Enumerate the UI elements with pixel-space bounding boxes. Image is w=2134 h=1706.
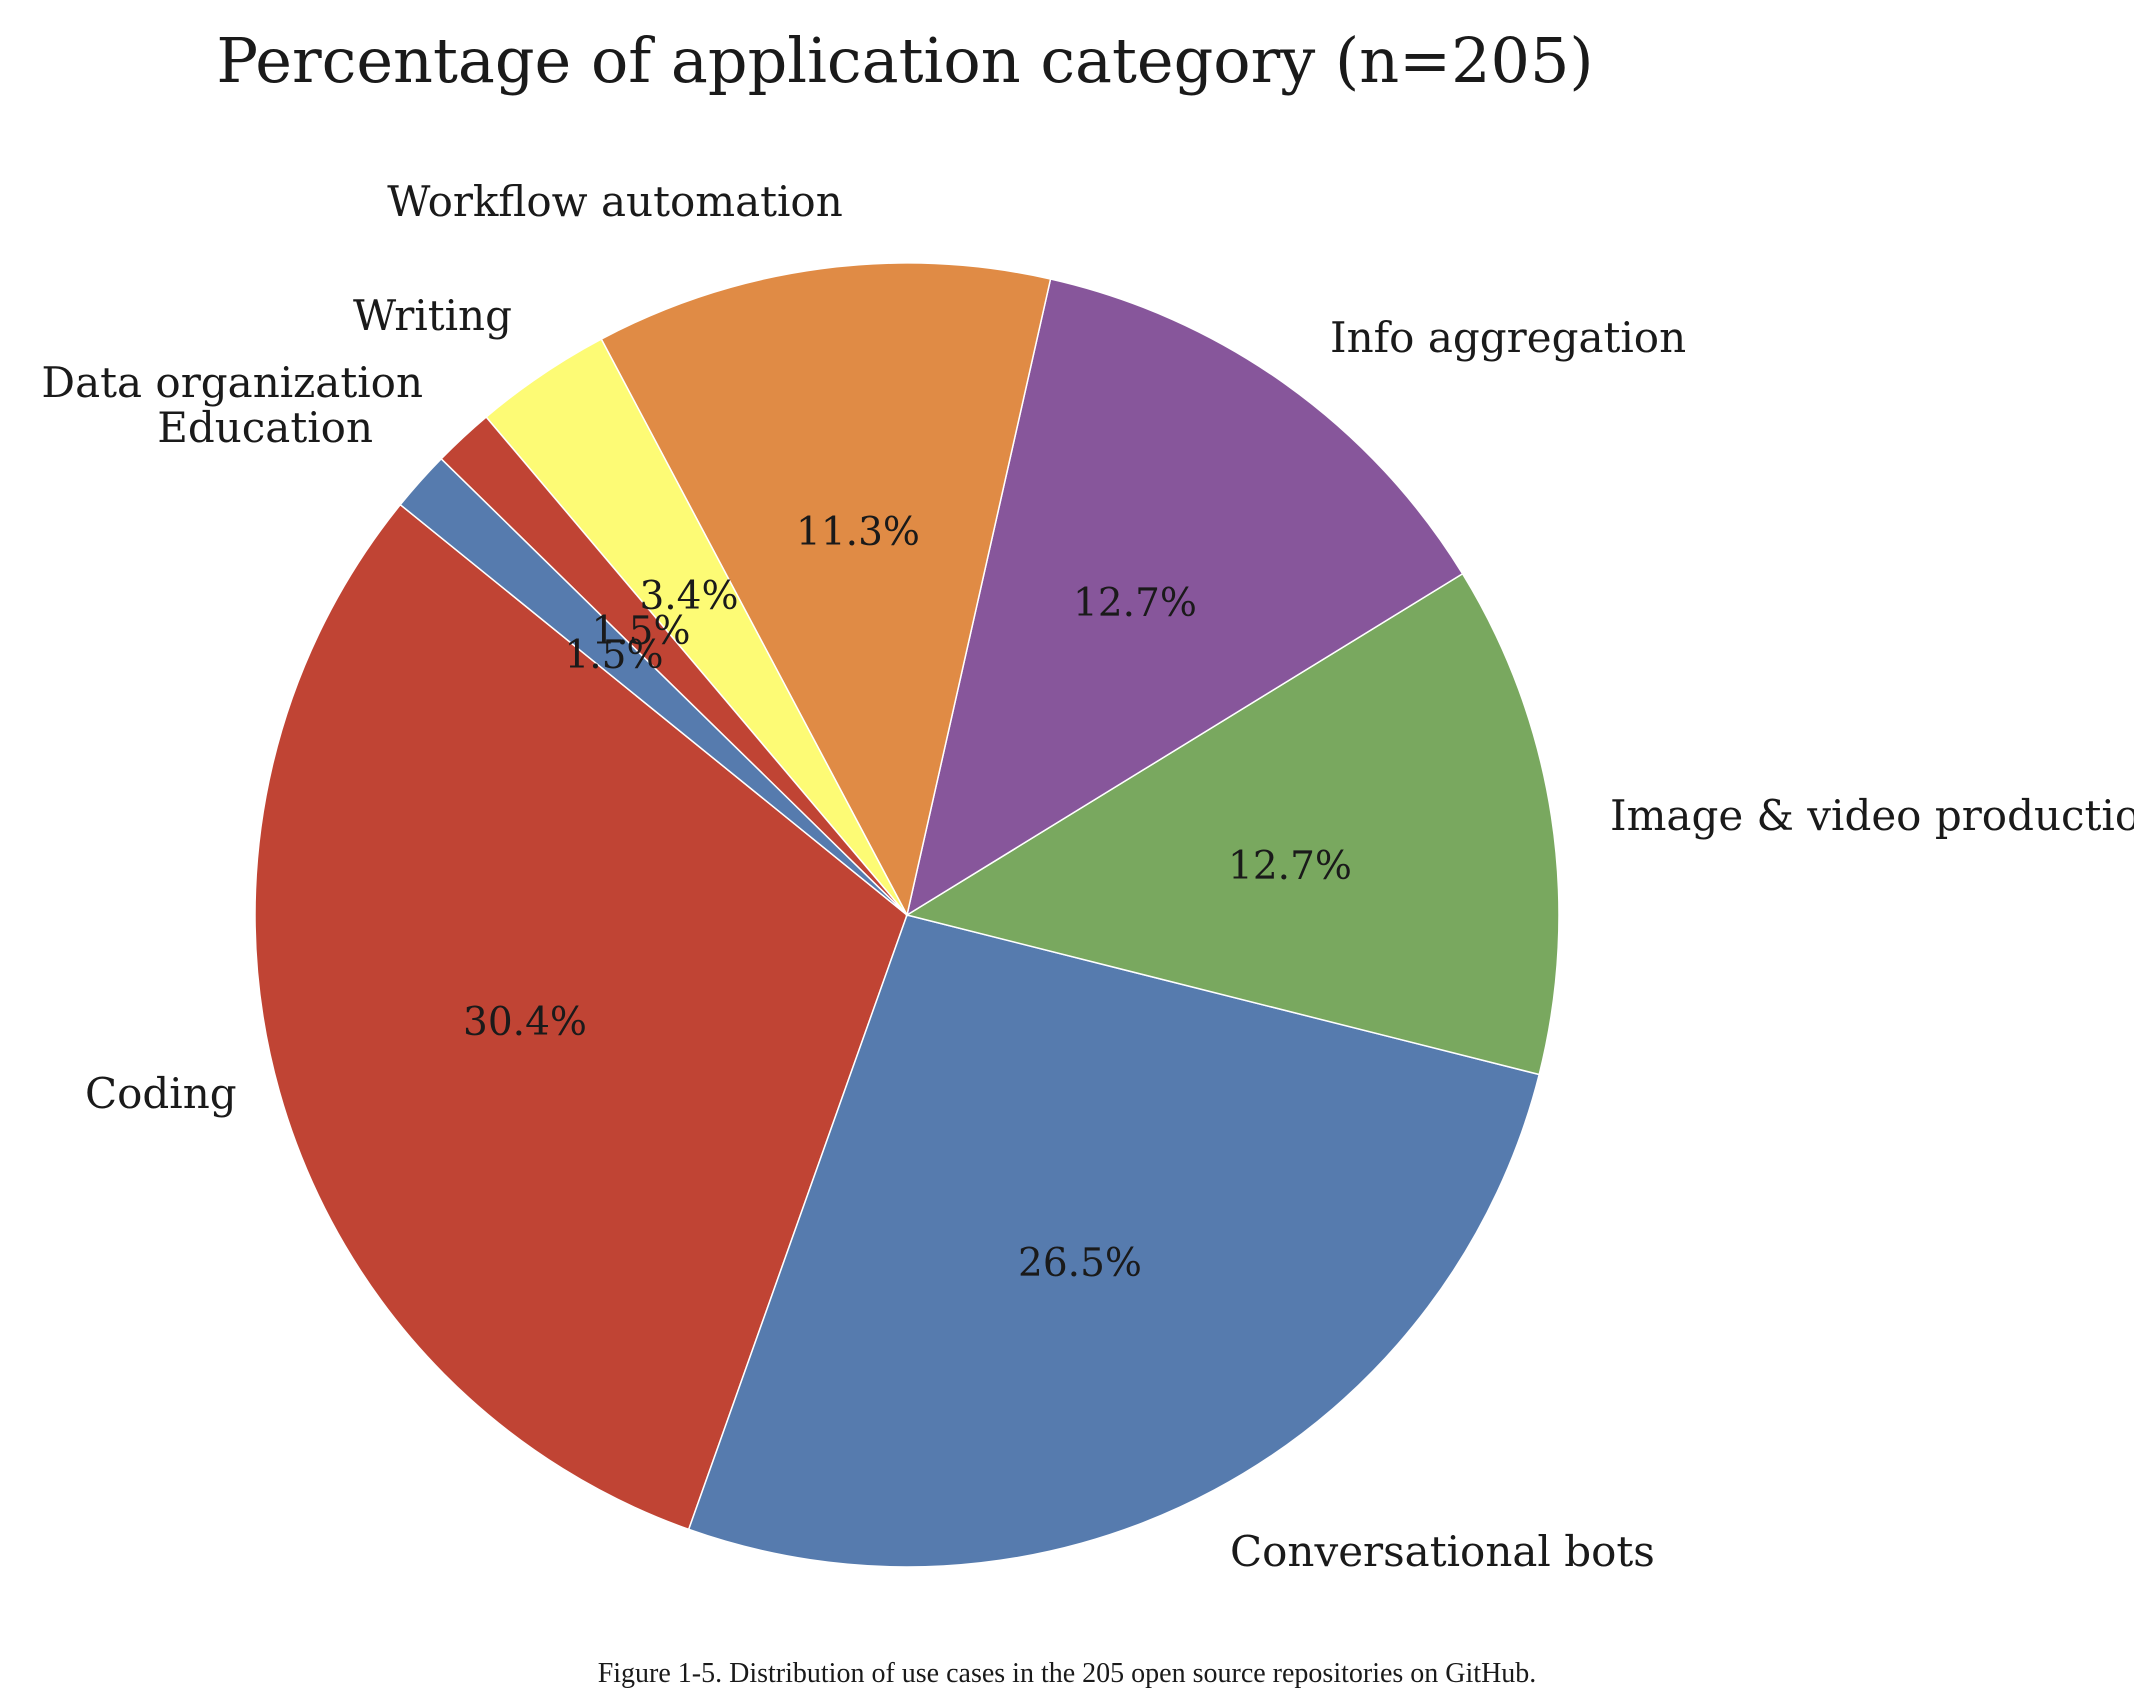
percentage-labels: 30.4% 26.5% 12.7% 12.7% 11.3% 3.4% 1.5% …	[463, 510, 1352, 1286]
pct-label-data-organization: 1.5%	[591, 609, 690, 654]
pie-slice-info-aggregation	[905, 278, 1464, 917]
pct-label-image-video-production: 12.7%	[1228, 844, 1352, 889]
category-label-workflow-automation: Workflow automation	[387, 177, 843, 226]
pie-slice-education	[399, 457, 908, 916]
pie-slice-image-video-production	[905, 572, 1560, 1076]
category-labels: Coding Conversational bots Image & video…	[41, 177, 2134, 1576]
category-label-writing: Writing	[353, 291, 512, 340]
category-label-coding: Coding	[85, 1069, 237, 1118]
category-label-image-video-production: Image & video production	[1610, 791, 2134, 840]
pie-slice-coding	[254, 503, 908, 1531]
pct-label-writing: 3.4%	[639, 574, 738, 619]
pie-slice-workflow-automation	[600, 262, 1052, 918]
pct-label-conversational-bots: 26.5%	[1018, 1241, 1142, 1286]
pie-slice-conversational-bots	[687, 914, 1541, 1568]
category-label-conversational-bots: Conversational bots	[1230, 1527, 1655, 1576]
pct-label-coding: 30.4%	[463, 1000, 587, 1045]
pie-slices	[254, 262, 1560, 1568]
chart-title: Percentage of application category (n=20…	[216, 24, 1593, 97]
pct-label-info-aggregation: 12.7%	[1073, 581, 1197, 626]
category-label-data-organization: Data organization	[41, 358, 423, 407]
category-label-education: Education	[157, 403, 373, 452]
figure-caption: Figure 1-5. Distribution of use cases in…	[598, 1658, 1537, 1689]
pct-label-workflow-automation: 11.3%	[796, 510, 920, 555]
pct-label-education: 1.5%	[564, 633, 663, 678]
category-label-info-aggregation: Info aggregation	[1330, 313, 1686, 362]
